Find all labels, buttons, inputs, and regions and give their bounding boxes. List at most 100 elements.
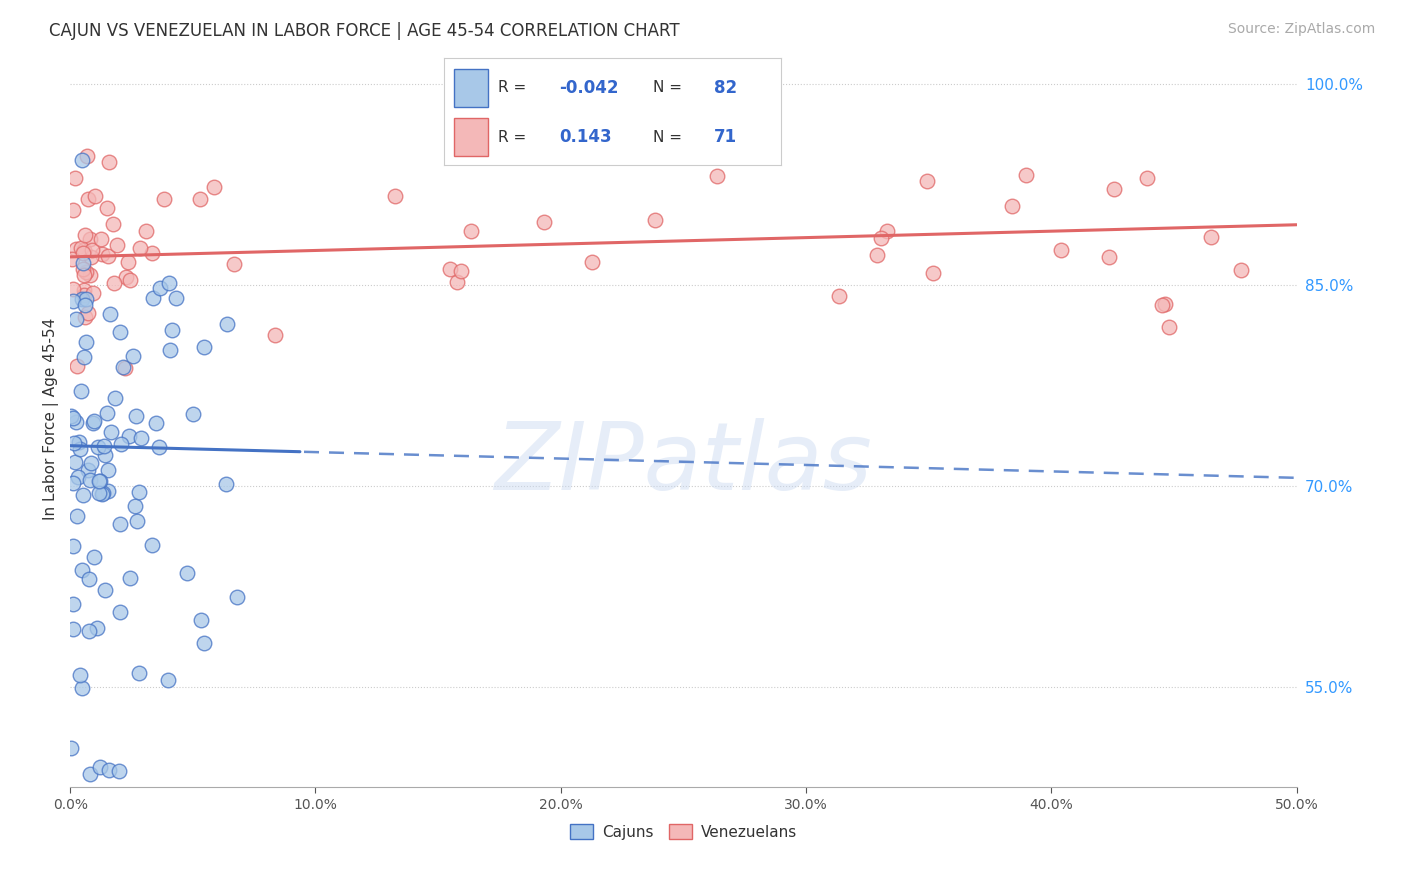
Point [141,538,163,552]
Point [79,232,101,246]
Point [62,203,84,218]
Point [1001,198,1024,212]
Point [87,475,110,489]
Point [384,189,406,203]
Point [129,241,152,255]
Point [73,228,96,243]
Point [652,122,675,136]
Point [128,485,150,500]
Point [90,487,112,501]
Point [93,582,115,597]
Point [115,270,138,285]
Point [62,282,84,296]
Point [82,417,104,431]
Point [79,624,101,638]
Point [60,409,83,423]
Point [75,310,97,324]
Point [62,475,84,490]
Point [215,477,238,491]
Point [1098,250,1121,264]
Point [100,425,122,439]
Point [264,327,287,342]
Point [75,298,97,312]
Point [202,179,225,194]
Point [125,409,148,423]
Point [165,291,187,305]
Point [148,441,170,455]
Point [66,470,89,484]
Point [98,763,121,777]
Point [72,256,94,270]
Point [141,246,163,260]
Point [1150,298,1173,312]
Point [97,249,120,263]
Legend: Cajuns, Venezuelans: Cajuns, Venezuelans [564,818,803,846]
Point [87,485,110,500]
Point [65,311,87,326]
Point [439,262,461,277]
Point [62,622,84,636]
Point [62,293,84,308]
Point [1153,297,1175,311]
Point [77,462,100,476]
Point [79,250,101,264]
Point [103,277,125,291]
Point [79,456,101,470]
Point [70,153,93,168]
Point [96,201,118,215]
Point [110,437,132,451]
Point [79,473,101,487]
Point [876,224,898,238]
Point [706,169,728,183]
Point [83,550,105,565]
Point [149,281,172,295]
Y-axis label: In Labor Force | Age 45-54: In Labor Force | Age 45-54 [44,318,59,520]
Point [96,406,118,420]
Point [866,248,889,262]
Point [86,621,108,635]
Point [70,384,93,399]
Point [107,237,129,252]
Point [581,254,603,268]
Point [90,232,112,246]
Point [157,673,180,687]
Point [73,243,96,257]
Point [118,571,141,585]
Point [63,455,86,469]
Point [921,266,943,280]
Point [193,636,215,650]
Point [114,361,136,376]
Point [70,681,93,696]
Point [65,242,87,256]
Point [75,265,97,279]
Point [142,291,165,305]
Point [91,247,114,261]
Point [97,463,120,477]
Point [65,171,87,186]
Point [79,572,101,586]
Point [62,597,84,611]
Point [69,442,91,456]
Point [72,246,94,260]
Point [79,268,101,282]
Point [76,149,98,163]
Point [450,264,472,278]
Point [128,666,150,681]
Point [94,448,117,462]
Point [69,667,91,681]
Point [131,431,153,445]
Point [117,255,139,269]
Point [460,224,482,238]
Point [70,241,93,255]
Point [159,343,181,357]
Point [101,218,124,232]
Point [73,283,96,297]
Point [1015,168,1038,182]
Point [93,440,115,454]
Point [77,192,100,206]
Point [84,188,107,202]
Point [89,475,111,489]
Point [65,415,87,429]
Point [118,273,141,287]
Point [98,154,121,169]
